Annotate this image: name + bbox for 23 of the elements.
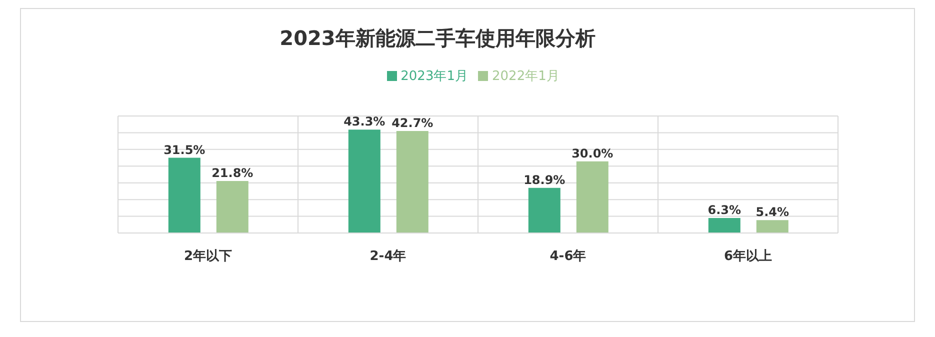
bar — [708, 218, 740, 233]
bar — [576, 161, 608, 233]
bar — [528, 188, 560, 233]
chart-title: 2023年新能源二手车使用年限分析 — [278, 25, 596, 52]
data-label: 5.4% — [756, 205, 790, 220]
data-label: 43.3% — [344, 114, 386, 129]
data-label: 18.9% — [524, 172, 566, 187]
legend-label: 2023年1月 — [400, 69, 468, 84]
data-label: 6.3% — [708, 202, 742, 217]
bar — [396, 131, 428, 233]
data-label: 30.0% — [572, 146, 614, 160]
data-label: 42.7% — [392, 116, 434, 130]
data-label: 21.8% — [212, 166, 254, 180]
x-tick-label: 4-6年 — [550, 249, 586, 264]
x-tick-label: 2-4年 — [370, 249, 406, 264]
data-label: 31.5% — [164, 142, 206, 157]
bar — [756, 220, 788, 233]
x-tick-label: 6年以上 — [724, 249, 772, 264]
bar — [168, 158, 200, 233]
bar — [348, 130, 380, 233]
bar — [216, 180, 248, 233]
x-tick-label: 2年以下 — [184, 249, 232, 264]
legend-label: 2022年1月 — [492, 69, 560, 84]
